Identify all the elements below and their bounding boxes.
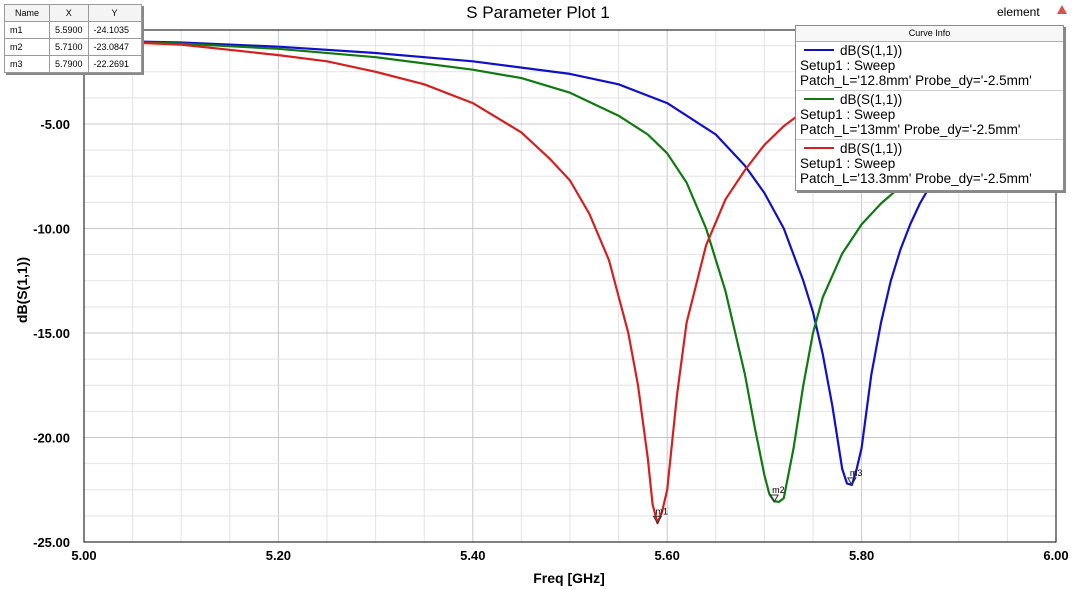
x-tick-label: 5.20 (266, 548, 291, 563)
plot-frame (83, 29, 1057, 543)
marker-name: m2 (4, 38, 50, 56)
legend-setup: Setup1 : Sweep (800, 58, 896, 73)
legend-swatch (804, 98, 834, 100)
marker-name: m3 (4, 55, 50, 73)
marker-m1[interactable] (652, 515, 663, 525)
series-line-1[interactable] (83, 39, 941, 486)
series-layer (83, 39, 941, 525)
legend-curve-info[interactable]: Curve Info dB(S(1,1)) Setup1 : Sweep Pat… (795, 25, 1064, 191)
legend-params: Patch_L='13mm' Probe_dy='-2.5mm' (800, 122, 1021, 137)
marker-x: 5.5900 (49, 21, 89, 39)
marker-layer: m1 m2 m3 (652, 468, 863, 525)
legend-setup: Setup1 : Sweep (800, 107, 896, 122)
marker-m2[interactable] (769, 494, 779, 503)
marker-col-x: X (49, 4, 89, 22)
marker-y: -23.0847 (87, 38, 142, 56)
x-axis-label: Freq [GHz] (533, 570, 605, 586)
marker-x: 5.7900 (49, 55, 89, 73)
table-row[interactable]: m2 5.7100 -23.0847 (4, 38, 142, 56)
legend-entry[interactable]: dB(S(1,1)) Setup1 : Sweep Patch_L='13.3m… (796, 140, 1063, 188)
legend-swatch (804, 147, 834, 149)
y-axis-label: dB(S(1,1)) (14, 257, 30, 323)
legend-title: Curve Info (796, 26, 1063, 42)
x-tick-label: 5.60 (655, 548, 680, 563)
chart-title: S Parameter Plot 1 (466, 3, 610, 22)
series-line-2[interactable] (83, 39, 921, 503)
axis-ticks: 5.00 5.20 5.40 5.60 5.80 6.00 -5.00 -10.00 -15.0… (33, 117, 1069, 563)
marker-table[interactable]: Name X Y m1 5.5900 -24.1035 m2 5.7100 -2… (4, 4, 142, 73)
legend-params: Patch_L='13.3mm' Probe_dy='-2.5mm' (800, 171, 1032, 186)
element-label: element (997, 5, 1040, 19)
legend-series-name: dB(S(1,1)) (840, 140, 903, 156)
marker-label: m1 (655, 506, 668, 516)
marker-col-y: Y (87, 4, 142, 22)
legend-swatch (804, 49, 834, 51)
red-triangle-icon[interactable] (1057, 5, 1067, 14)
table-row[interactable]: m1 5.5900 -24.1035 (4, 21, 142, 39)
marker-m3[interactable] (847, 477, 857, 486)
marker-x: 5.7100 (49, 38, 89, 56)
y-tick-label: -10.00 (33, 222, 70, 237)
marker-label: m3 (850, 468, 863, 478)
legend-series-name: dB(S(1,1)) (840, 91, 903, 107)
legend-entry[interactable]: dB(S(1,1)) Setup1 : Sweep Patch_L='12.8m… (796, 42, 1063, 91)
legend-setup: Setup1 : Sweep (800, 156, 896, 171)
y-tick-label: -15.00 (33, 326, 70, 341)
marker-y: -24.1035 (87, 21, 142, 39)
x-tick-label: 5.00 (71, 548, 96, 563)
marker-table-header: Name X Y (4, 4, 142, 22)
y-tick-label: -5.00 (40, 117, 70, 132)
marker-name: m1 (4, 21, 50, 39)
marker-y: -22.2691 (87, 55, 142, 73)
table-row[interactable]: m3 5.7900 -22.2691 (4, 55, 142, 73)
x-tick-label: 6.00 (1043, 548, 1068, 563)
marker-col-name: Name (4, 4, 50, 22)
y-tick-label: -25.00 (33, 535, 70, 550)
legend-series-name: dB(S(1,1)) (840, 42, 903, 58)
y-tick-label: -20.00 (33, 431, 70, 446)
series-line-3[interactable] (83, 39, 863, 525)
legend-entry[interactable]: dB(S(1,1)) Setup1 : Sweep Patch_L='13mm'… (796, 91, 1063, 140)
x-tick-label: 5.80 (849, 548, 874, 563)
marker-label: m2 (772, 485, 785, 495)
x-tick-label: 5.40 (460, 548, 485, 563)
legend-params: Patch_L='12.8mm' Probe_dy='-2.5mm' (800, 73, 1032, 88)
